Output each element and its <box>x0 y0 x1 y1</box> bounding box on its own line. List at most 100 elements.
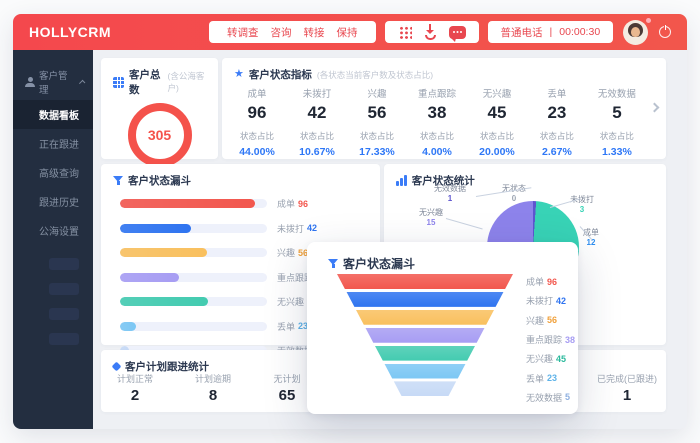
call-action-button-3[interactable]: 保持 <box>336 26 358 39</box>
hangup-call-icon[interactable] <box>424 24 436 40</box>
pie-slice-label: 无效数据 <box>434 184 466 193</box>
sidebar-item-0[interactable]: 数据看板 <box>13 100 93 129</box>
plan-value: 2 <box>130 387 140 404</box>
pie-callout-line <box>514 195 516 197</box>
funnel-bar-fill <box>120 321 137 331</box>
funnel-layer-3 <box>365 327 485 343</box>
pie-slice-label: 无状态 <box>502 184 526 193</box>
funnel-bar-label: 兴趣 <box>277 248 296 258</box>
chat-icon[interactable] <box>448 25 466 42</box>
funnel-bar-row: 兴趣 56 <box>120 246 380 259</box>
plan-column-1: 计划逾期 8 <box>168 372 258 404</box>
funnel-chart <box>337 274 513 399</box>
bar-chart-icon <box>396 175 407 186</box>
funnel-bar-label: 成单 <box>277 199 296 209</box>
pie-slice-value: 12 <box>586 238 596 247</box>
grid-icon <box>113 76 124 88</box>
funnel-legend-row: 重点跟踪 38 <box>526 330 575 349</box>
plan-value: 1 <box>622 387 632 404</box>
metric-percent: 17.33% <box>359 146 395 158</box>
sidebar-section-customer-management[interactable]: 客户管理 <box>13 64 93 100</box>
funnel-legend-value: 5 <box>565 392 571 403</box>
metric-percent: 1.33% <box>602 146 632 158</box>
funnel-legend-value: 96 <box>547 276 558 287</box>
metric-ratio-label: 状态占比 <box>599 131 634 141</box>
plan-column-2: 无计划 65 <box>242 372 332 404</box>
metric-label: 重点跟踪 <box>417 89 456 100</box>
modal-title: 客户状态漏斗 <box>343 257 416 271</box>
call-action-button-2[interactable]: 转接 <box>303 26 325 39</box>
call-type-label: 普通电话 <box>500 26 543 39</box>
metric-column-3: 重点跟踪 38 状态占比 4.00% <box>418 86 456 158</box>
sidebar-item-2[interactable]: 高级查询 <box>13 158 93 187</box>
funnel-legend-row: 兴趣 56 <box>526 311 575 330</box>
sidebar-item-4[interactable]: 公海设置 <box>13 216 93 245</box>
notification-dot <box>646 17 651 23</box>
funnel-legend-label: 无兴趣 <box>526 354 554 365</box>
funnel-layer-6 <box>393 381 457 397</box>
metric-label: 兴趣 <box>367 89 387 100</box>
funnel-layer-4 <box>374 345 476 361</box>
user-avatar[interactable] <box>623 17 651 45</box>
sidebar-section-label: 客户管理 <box>39 71 68 96</box>
header-toolbar: 转调查 咨询 转接 保持 普通电话 | 00:00:30 <box>209 21 614 43</box>
funnel-legend-label: 兴趣 <box>526 315 545 326</box>
pie-callout-1: 无效数据 1 <box>434 184 466 204</box>
funnel-bar-fill <box>120 272 179 282</box>
funnel-legend-label: 丢单 <box>526 373 545 384</box>
funnel-legend-value: 38 <box>565 334 576 345</box>
funnel-modal: 客户状态漏斗 成单 96 未拨打 42 兴趣 56 重点跟踪 38 无兴趣 45 丢单 23 无效数据 5 <box>307 242 578 414</box>
phone-tools-group <box>384 21 479 43</box>
funnel-legend-value: 42 <box>556 295 567 306</box>
funnel-legend-label: 重点跟踪 <box>526 335 563 346</box>
metric-percent: 2.67% <box>542 146 572 158</box>
sidebar: 客户管理 数据看板 正在跟进 高级查询 跟进历史 公海设置 <box>13 50 93 429</box>
power-icon[interactable] <box>659 24 673 39</box>
call-action-button-1[interactable]: 咨询 <box>270 26 292 39</box>
funnel-bar-track <box>120 199 267 208</box>
sidebar-menu: 数据看板 正在跟进 高级查询 跟进历史 公海设置 <box>13 100 93 245</box>
sidebar-item-1[interactable]: 正在跟进 <box>13 129 93 158</box>
funnel-legend-row: 无兴趣 45 <box>526 349 575 368</box>
call-action-button-0[interactable]: 转调查 <box>227 26 259 39</box>
plan-label: 无计划 <box>273 374 301 384</box>
plan-column-3: 已完成(已跟进) 1 <box>582 372 672 404</box>
dialpad-icon[interactable] <box>397 24 412 40</box>
funnel-bar-label: 无兴趣 <box>277 297 305 307</box>
pie-callout-2: 无状态 0 <box>502 184 526 204</box>
pie-slice-label: 未拨打 <box>570 195 594 204</box>
call-status-chip: 普通电话 | 00:00:30 <box>487 21 614 43</box>
funnel-bar-fill <box>120 199 256 208</box>
card-subtitle: (各状态当前客户数及状态占比) <box>316 69 434 80</box>
metric-value: 56 <box>367 103 387 122</box>
funnel-bar-value: 56 <box>298 247 309 258</box>
metric-value: 23 <box>547 103 567 122</box>
card-title: 客户计划跟进统计 <box>125 361 209 373</box>
plan-label: 计划逾期 <box>194 374 231 384</box>
metric-column-1: 未拨打 42 状态占比 10.67% <box>298 86 336 158</box>
funnel-icon <box>328 259 338 268</box>
funnel-legend-row: 无效数据 5 <box>526 388 575 407</box>
funnel-bar-value: 23 <box>298 321 309 331</box>
funnel-layer-1 <box>346 291 504 307</box>
sidebar-skeleton-group <box>13 258 93 345</box>
funnel-bar-fill <box>120 248 207 257</box>
funnel-bar-label: 丢单 <box>277 321 296 332</box>
pie-slice-value: 0 <box>511 194 517 203</box>
funnel-bar-row: 丢单 23 <box>120 320 380 333</box>
call-actions-group: 转调查 咨询 转接 保持 <box>209 21 376 43</box>
pie-callout-3: 未拨打 3 <box>570 195 594 215</box>
app-logo: HOLLYCRM <box>29 24 112 40</box>
funnel-icon <box>113 176 123 185</box>
metric-column-5: 丢单 23 状态占比 2.67% <box>538 86 576 158</box>
funnel-bar-row: 成单 96 <box>120 197 380 210</box>
funnel-legend-label: 未拨打 <box>526 296 554 307</box>
sidebar-item-3[interactable]: 跟进历史 <box>13 187 93 216</box>
pie-callout-line <box>445 218 483 230</box>
metric-column-6: 无效数据 5 状态占比 1.33% <box>598 86 636 158</box>
header-right <box>623 17 673 45</box>
pie-slice-label: 成单 <box>583 228 599 237</box>
pie-callout-4: 成单 12 <box>583 228 599 248</box>
plan-label: 已完成(已跟进) <box>597 374 657 384</box>
metric-label: 无兴趣 <box>482 89 512 100</box>
